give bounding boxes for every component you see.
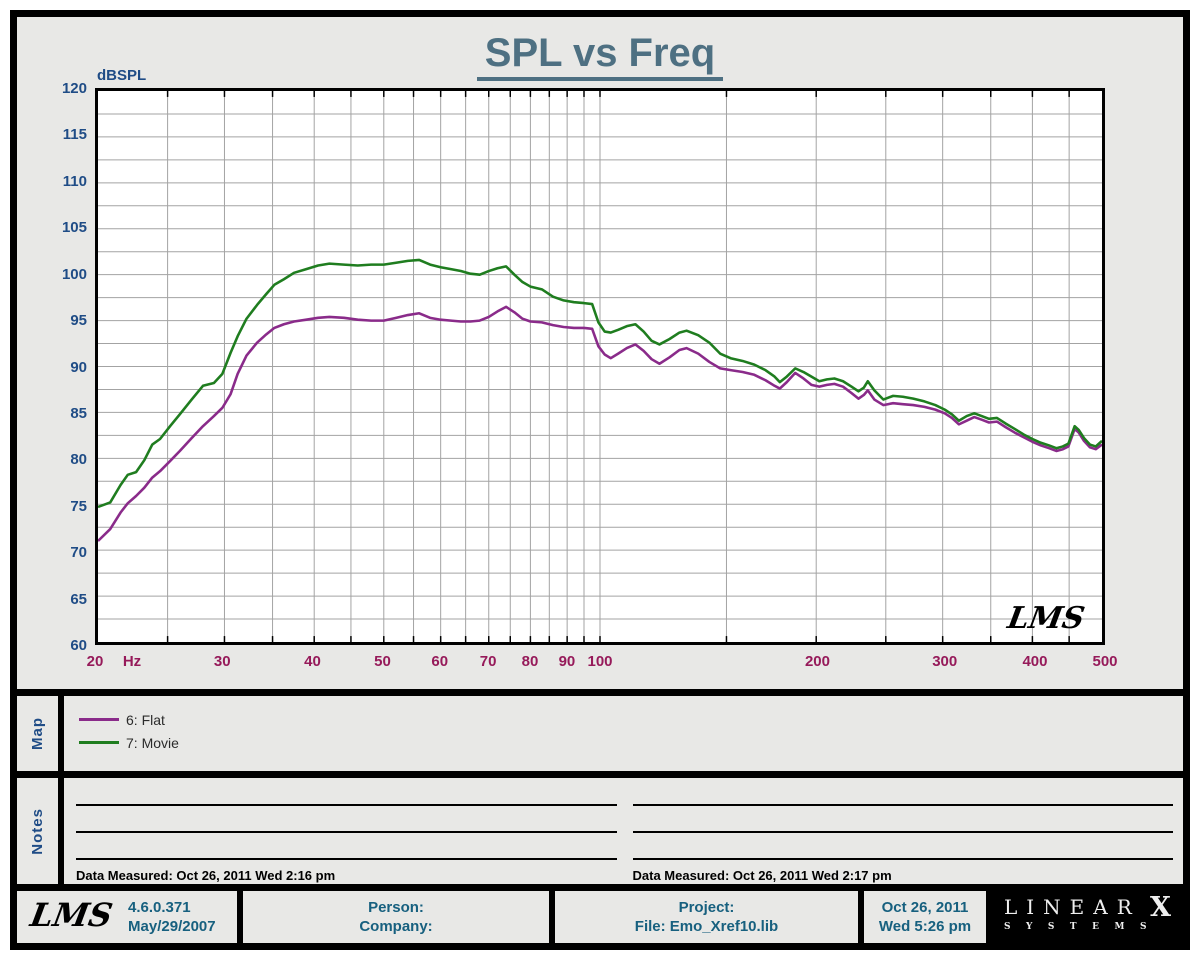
notes-column: Data Measured: Oct 26, 2011 Wed 2:17 pm — [632, 804, 1173, 887]
x-tick-label: 60 — [431, 653, 449, 670]
legend-label: 7: Movie — [126, 734, 179, 751]
y-tick-label: 90 — [70, 358, 87, 376]
lms-watermark-logo: LMS — [1005, 601, 1088, 636]
blank-note-line — [76, 804, 617, 806]
y-tick-label: 80 — [70, 451, 87, 469]
linearx-logo-systems: SYSTEMS — [1004, 922, 1162, 932]
report-date: Oct 26, 2011 — [881, 899, 969, 916]
report-frame: SPL vs Freq dBSPL 120 115 110 105 100 95 90 85 8… — [10, 10, 1190, 950]
hz-unit-label: Hz — [122, 653, 142, 670]
x-tick-label: 80 — [521, 653, 539, 670]
chart-title-text: SPL vs Freq — [476, 31, 724, 81]
map-side-label: Map — [29, 717, 46, 750]
legend-line-swatch — [79, 718, 119, 721]
map-section: Map 6: Flat 7: Movie — [17, 696, 1183, 771]
x-tick-label: 500 — [1092, 653, 1118, 670]
lms-logo: LMS — [27, 896, 116, 934]
map-legend: 6: Flat 7: Movie — [64, 696, 1183, 771]
linearx-logo: LINEAR X SYSTEMS — [992, 891, 1183, 943]
x-tick-label: 20 — [86, 653, 104, 670]
x-tick-label: 70 — [479, 653, 497, 670]
blank-note-line — [76, 831, 617, 833]
linearx-logo-x: X — [1150, 892, 1171, 923]
map-divider — [58, 696, 64, 771]
series-7-movie — [98, 258, 1102, 509]
series-6-flat — [98, 305, 1102, 542]
chart-section: SPL vs Freq dBSPL 120 115 110 105 100 95 90 85 8… — [17, 17, 1183, 689]
plot-svg — [98, 91, 1102, 642]
y-tick-label: 120 — [61, 80, 87, 97]
company-label: Company: — [359, 918, 433, 935]
footer: LMS 4.6.0.371 May/29/2007 Person: Compan… — [17, 891, 1183, 943]
y-tick-label: 105 — [61, 219, 87, 237]
footer-person-cell: Person: Company: — [243, 891, 549, 943]
report-time: Wed 5:26 pm — [878, 918, 972, 935]
blank-note-line — [632, 831, 1173, 833]
legend-label: 6: Flat — [126, 711, 165, 728]
notes-content: Data Measured: Oct 26, 2011 Wed 2:16 pm D… — [64, 778, 1183, 887]
footer-project-cell: Project: File: Emo_Xref10.lib — [555, 891, 858, 943]
section-divider — [17, 884, 1183, 891]
file-label: File: Emo_Xref10.lib — [634, 918, 779, 935]
legend-item: 6: Flat — [79, 708, 1183, 731]
chart-title: SPL vs Freq — [17, 31, 1183, 81]
section-divider — [17, 771, 1183, 778]
notes-side-label: Notes — [29, 807, 46, 855]
y-tick-label: 75 — [70, 497, 87, 515]
y-tick-label: 95 — [70, 312, 87, 330]
y-tick-label: 110 — [62, 172, 87, 190]
notes-divider — [58, 778, 64, 884]
footer-version-cell: LMS 4.6.0.371 May/29/2007 — [17, 891, 237, 943]
x-tick-label: 100 — [587, 653, 613, 670]
footer-datetime-cell: Oct 26, 2011 Wed 5:26 pm — [864, 891, 986, 943]
person-label: Person: — [368, 899, 424, 916]
x-tick-label: 50 — [374, 653, 391, 670]
y-tick-label: 100 — [61, 265, 87, 283]
blank-note-line — [632, 804, 1173, 806]
project-label: Project: — [678, 899, 735, 916]
x-tick-label: 90 — [558, 653, 576, 670]
plot-area: LMS — [95, 88, 1105, 645]
x-tick-label: 30 — [213, 653, 231, 670]
x-tick-label: 300 — [932, 653, 958, 670]
y-axis-unit-label: dBSPL — [97, 67, 147, 84]
x-tick-label: 200 — [804, 653, 830, 670]
legend-item: 7: Movie — [79, 731, 1183, 754]
section-divider — [17, 689, 1183, 696]
x-tick-label: 400 — [1022, 653, 1048, 670]
y-axis-labels: 120 115 110 105 100 95 90 85 80 75 70 65 60 — [31, 80, 91, 654]
legend-line-swatch — [79, 741, 119, 744]
notes-column: Data Measured: Oct 26, 2011 Wed 2:16 pm — [76, 804, 617, 887]
blank-note-line — [632, 858, 1173, 860]
software-version-date: May/29/2007 — [128, 918, 216, 935]
notes-section: Notes Data Measured: Oct 26, 2011 Wed 2:… — [17, 778, 1183, 887]
y-tick-label: 85 — [70, 404, 87, 422]
software-version: 4.6.0.371 — [128, 899, 191, 916]
blank-note-line — [76, 858, 617, 860]
y-tick-label: 65 — [70, 590, 87, 608]
x-tick-label: 40 — [304, 653, 321, 670]
y-tick-label: 70 — [70, 544, 87, 562]
y-tick-label: 60 — [70, 637, 87, 654]
x-axis-labels: 20 30 40 50 60 70 80 90 100 200 300 400 500 Hz — [87, 653, 1118, 675]
linearx-logo-linear: LINEAR — [1004, 895, 1141, 919]
y-tick-label: 115 — [62, 126, 87, 144]
